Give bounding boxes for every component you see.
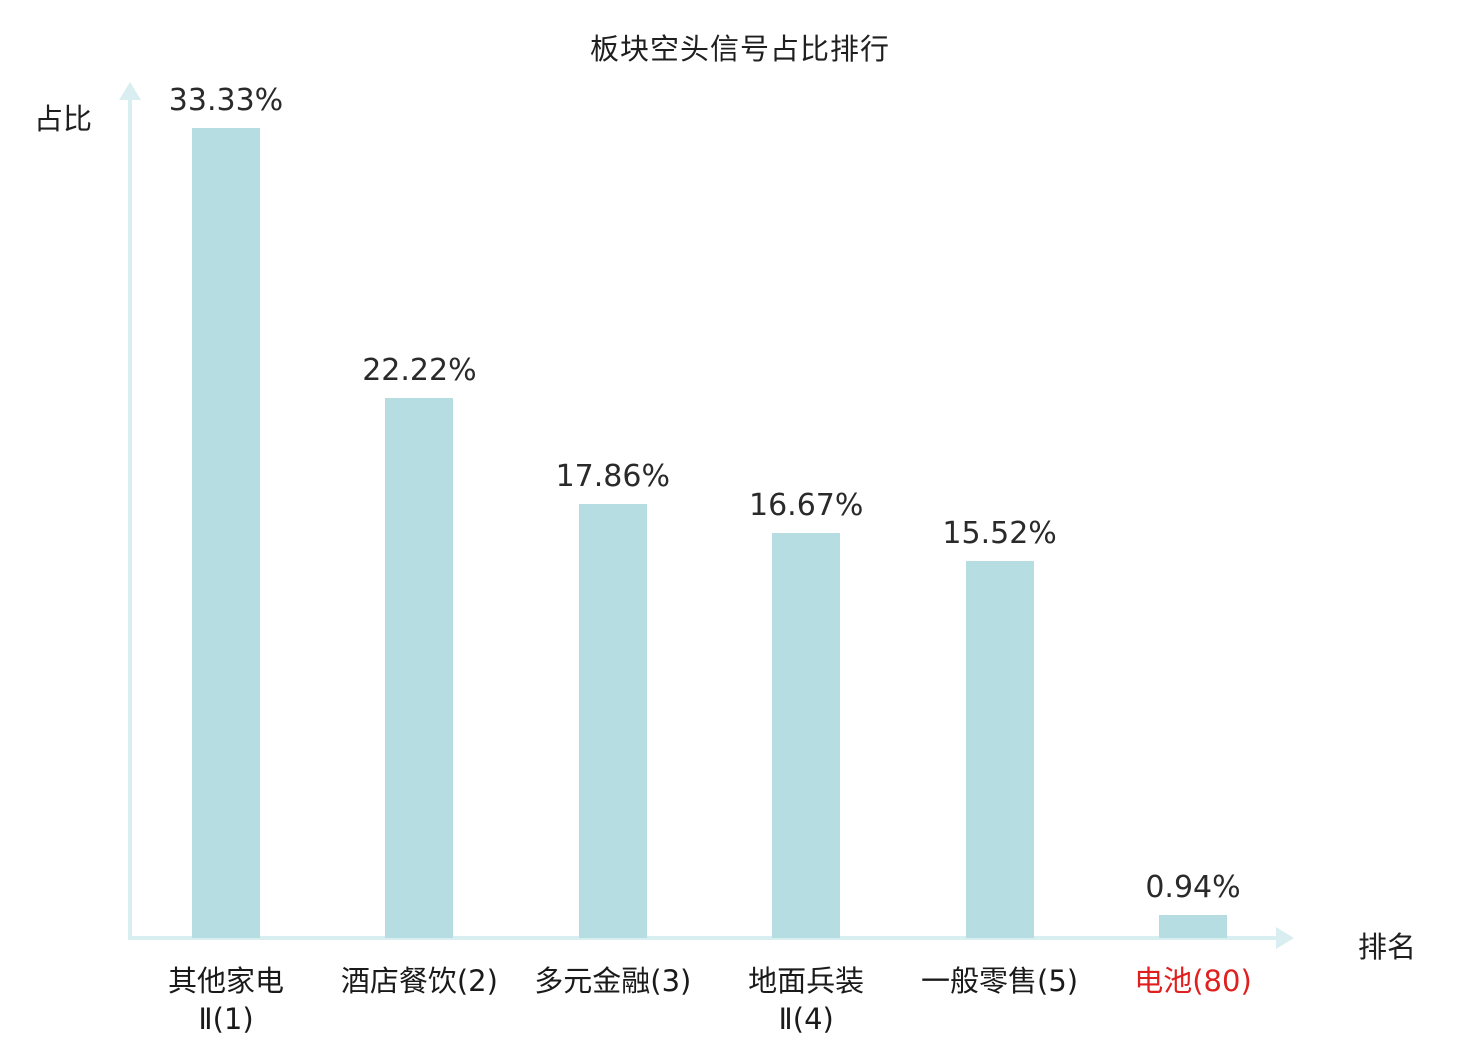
bar-value-label: 17.86%: [555, 458, 670, 494]
bar-value-label: 33.33%: [168, 83, 284, 118]
bar-value-label: 0.94%: [1145, 870, 1241, 906]
x-axis-label: 排名: [1358, 930, 1417, 964]
bar: [385, 398, 454, 938]
category-label-line: Ⅱ(4): [778, 1002, 834, 1036]
bar: [578, 503, 647, 938]
category-label-line: Ⅱ(1): [198, 1002, 254, 1036]
bar: [772, 532, 841, 938]
category-label-line: 地面兵装: [748, 964, 865, 998]
y-axis-line: [128, 96, 132, 940]
y-axis-label: 占比: [34, 102, 93, 136]
bar-category-label: 一般零售(5): [850, 962, 1150, 1000]
bar-value-label: 16.67%: [748, 487, 864, 523]
category-label-line: 多元金融(3): [534, 964, 692, 998]
chart-title: 板块空头信号占比排行: [589, 32, 890, 66]
bar-category-label: 多元金融(3): [463, 962, 763, 1000]
bar: [965, 560, 1034, 938]
category-label-line: 其他家电: [167, 964, 284, 998]
bar-category-label: 酒店餐饮(2): [269, 962, 569, 1000]
bar: [1159, 915, 1227, 938]
bar-value-label: 15.52%: [942, 515, 1057, 551]
category-label-line: 一般零售(5): [921, 964, 1079, 998]
category-label-line: 电池(80): [1134, 964, 1252, 998]
bar-category-label: 其他家电 Ⅱ(1): [76, 962, 376, 1038]
y-axis-arrow-icon: [119, 82, 141, 100]
x-axis-line: [128, 936, 1278, 940]
category-label-line: 酒店餐饮(2): [340, 964, 498, 998]
bar-category-label: 地面兵装 Ⅱ(4): [656, 962, 956, 1038]
x-axis-arrow-icon: [1276, 927, 1294, 949]
bar-category-label: 电池(80): [1043, 962, 1343, 1000]
bar-value-label: 22.22%: [362, 353, 477, 388]
bar: [192, 128, 260, 938]
